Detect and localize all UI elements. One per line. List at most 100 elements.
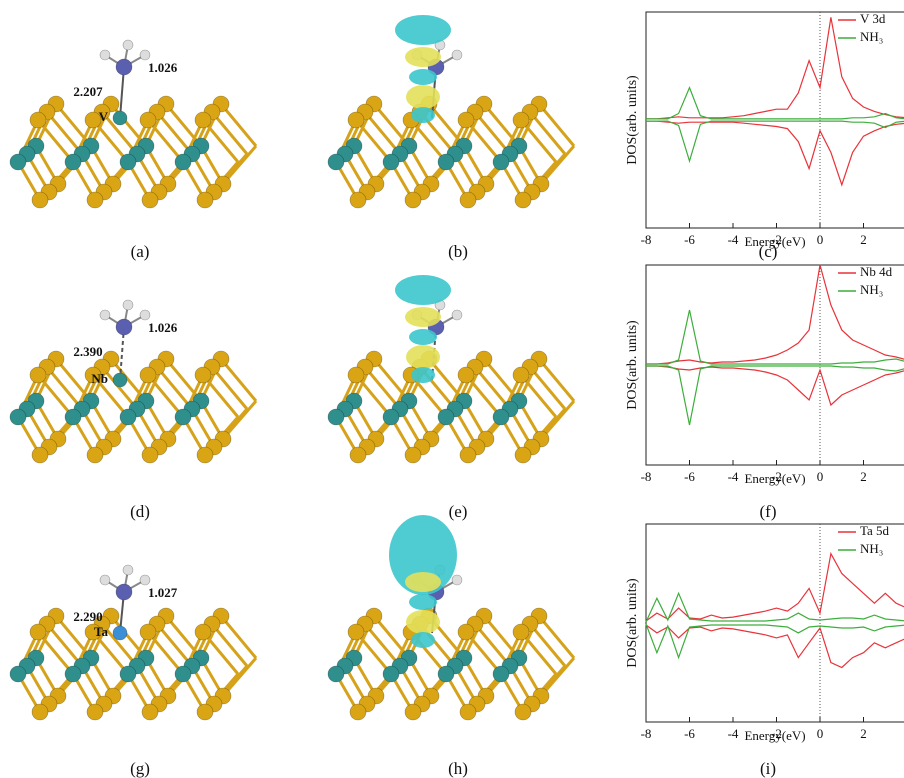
charge-density <box>389 515 457 595</box>
atom <box>29 366 47 384</box>
bond-stick <box>45 623 84 667</box>
atom <box>64 665 82 683</box>
y-axis-label: DOS(arb. units) <box>625 320 640 410</box>
atom <box>99 309 111 321</box>
atom <box>112 110 128 126</box>
dos-line <box>646 365 904 426</box>
dos-line <box>646 85 904 120</box>
x-tick-label: -8 <box>641 726 652 741</box>
dos-line <box>646 120 904 187</box>
bond-stick <box>528 623 567 667</box>
atom <box>139 111 157 129</box>
plot-frame <box>645 11 904 229</box>
atom <box>139 574 151 586</box>
atom <box>31 191 49 209</box>
bond-label: 1.026 <box>148 60 178 75</box>
x-tick-label: -2 <box>771 726 782 741</box>
atom <box>492 408 510 426</box>
charge-density <box>405 572 441 592</box>
caption: (i) <box>760 759 776 778</box>
legend-label: Nb 4d <box>860 264 893 279</box>
bond-label: Nb <box>91 371 108 386</box>
bond-stick <box>539 657 576 697</box>
atom <box>122 564 134 576</box>
dos-line <box>646 120 904 164</box>
x-axis-label: Energy(eV) <box>744 728 805 743</box>
atom <box>139 623 157 641</box>
x-tick-label: -6 <box>684 232 695 247</box>
x-tick-label: -2 <box>771 469 782 484</box>
dos-line <box>646 309 904 365</box>
caption: (e) <box>449 502 468 521</box>
atom <box>194 111 212 129</box>
bond-label: V <box>99 109 109 124</box>
x-tick-label: -8 <box>641 232 652 247</box>
atom <box>451 309 463 321</box>
bond-stick <box>528 366 567 410</box>
bond-stick <box>210 366 249 410</box>
legend-label: NH₃ <box>860 29 883 44</box>
atom <box>9 408 27 426</box>
x-tick-label: -6 <box>684 469 695 484</box>
legend-label: Ta 5d <box>860 523 890 538</box>
atom <box>492 153 510 171</box>
atom <box>122 39 134 51</box>
charge-density <box>406 610 440 634</box>
bond-stick <box>210 111 249 155</box>
atom <box>119 665 137 683</box>
bond-stick <box>363 623 402 667</box>
legend-label: NH₃ <box>860 541 883 556</box>
atom <box>84 366 102 384</box>
atom <box>115 58 133 76</box>
atom <box>514 703 532 721</box>
atom <box>457 623 475 641</box>
atom <box>112 625 128 641</box>
atom <box>84 111 102 129</box>
x-tick-label: -4 <box>728 232 739 247</box>
atom <box>349 446 367 464</box>
charge-density <box>409 329 437 345</box>
atom <box>404 191 422 209</box>
atom <box>174 665 192 683</box>
y-axis-label: DOS(arb. units) <box>625 578 640 668</box>
caption: (a) <box>131 242 150 261</box>
atom <box>196 191 214 209</box>
dos-line <box>645 624 904 669</box>
atom <box>512 111 530 129</box>
atom <box>112 372 128 388</box>
atom <box>141 191 159 209</box>
atom <box>512 623 530 641</box>
bond-stick <box>155 111 194 155</box>
bond-stick <box>221 657 258 697</box>
y-axis-label: DOS(arb. units) <box>625 75 640 165</box>
bond-stick <box>219 615 258 659</box>
bond-stick <box>537 615 576 659</box>
caption: (h) <box>448 759 468 778</box>
charge-density <box>395 15 451 45</box>
bond-stick <box>210 623 249 667</box>
x-tick-label: 2 <box>860 726 867 741</box>
bond-stick <box>537 358 576 402</box>
atom <box>437 153 455 171</box>
bond-stick <box>539 400 576 440</box>
bond-stick <box>473 366 512 410</box>
atom <box>327 665 345 683</box>
x-tick-label: -4 <box>728 726 739 741</box>
atom <box>492 665 510 683</box>
atom <box>119 408 137 426</box>
bond-stick <box>473 111 512 155</box>
dos-line <box>645 591 904 623</box>
atom <box>404 446 422 464</box>
x-tick-label: 0 <box>817 726 824 741</box>
charge-density <box>411 107 435 123</box>
atom <box>115 583 133 601</box>
atom <box>457 111 475 129</box>
bond-stick <box>119 326 125 381</box>
x-axis-label: Energy(eV) <box>744 471 805 486</box>
atom <box>31 446 49 464</box>
atom <box>29 111 47 129</box>
atom <box>459 191 477 209</box>
legend-label: NH₃ <box>860 282 883 297</box>
atom <box>141 703 159 721</box>
bond-label: Ta <box>94 624 108 639</box>
